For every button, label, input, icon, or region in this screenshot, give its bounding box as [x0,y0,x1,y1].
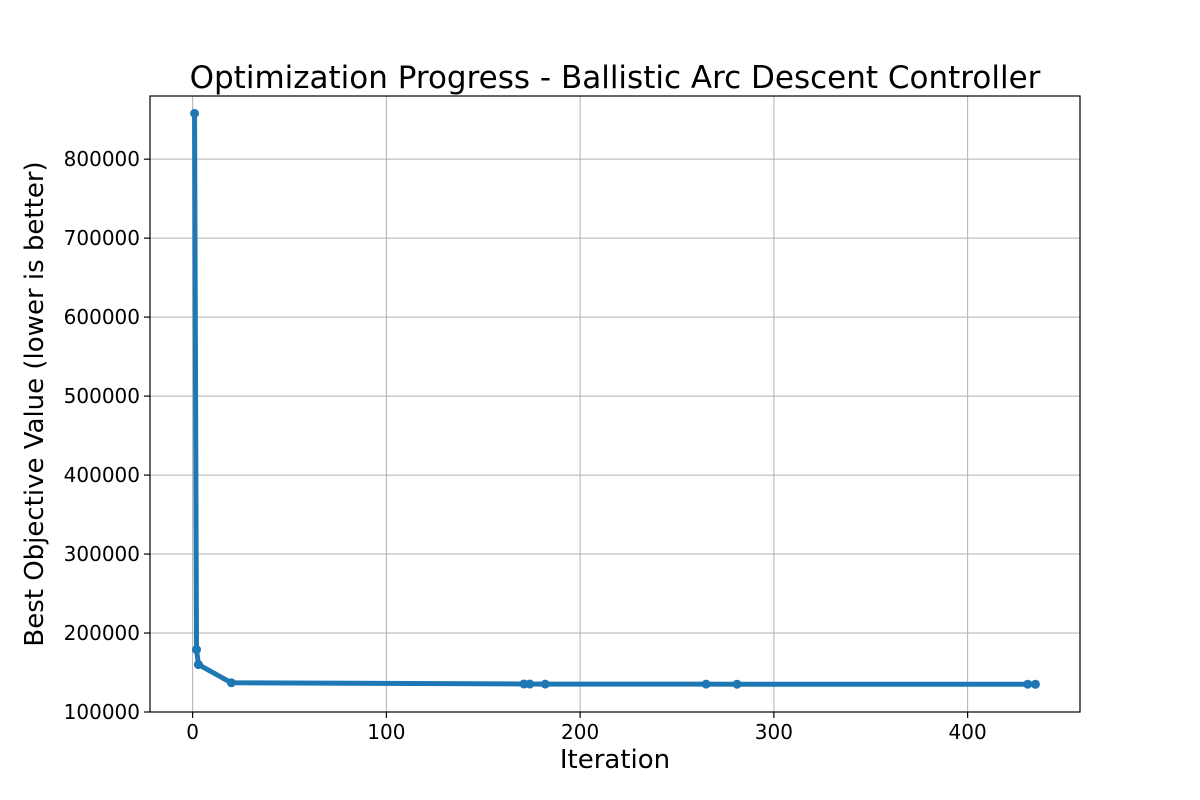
x-tick-label: 300 [755,720,793,744]
y-tick-label: 400000 [64,463,140,487]
plot-frame [149,95,1081,713]
data-point [701,679,711,689]
x-axis-label: Iteration [560,745,670,775]
y-tick-label: 200000 [64,621,140,645]
chart-title: Optimization Progress - Ballistic Arc De… [190,60,1041,96]
y-tick-label: 600000 [64,305,140,329]
x-tick-label: 200 [561,720,599,744]
y-axis: 100000 200000 300000 400000 500000 600000 7000… [64,147,150,724]
y-tick-label: 700000 [64,226,140,250]
series-polyline [192,110,1038,687]
x-tick-label: 400 [949,720,987,744]
x-tick-label: 100 [367,720,405,744]
data-point [226,678,236,688]
y-tick-label: 500000 [64,384,140,408]
series-line [190,108,1040,689]
data-point [525,679,535,689]
y-axis-label: Best Objective Value (lower is better) [20,161,50,646]
data-point [190,108,200,118]
grid [150,96,1080,713]
x-axis: 0 100 200 300 400 [186,712,987,744]
data-point [192,645,201,655]
data-point [540,679,550,689]
y-tick-label: 300000 [64,542,140,566]
data-point [1030,679,1040,689]
x-tick-label: 0 [186,720,199,744]
data-point [1023,679,1033,689]
data-point [193,660,203,670]
data-point [732,679,742,689]
y-tick-label: 100000 [64,700,140,724]
y-tick-label: 800000 [64,147,140,171]
